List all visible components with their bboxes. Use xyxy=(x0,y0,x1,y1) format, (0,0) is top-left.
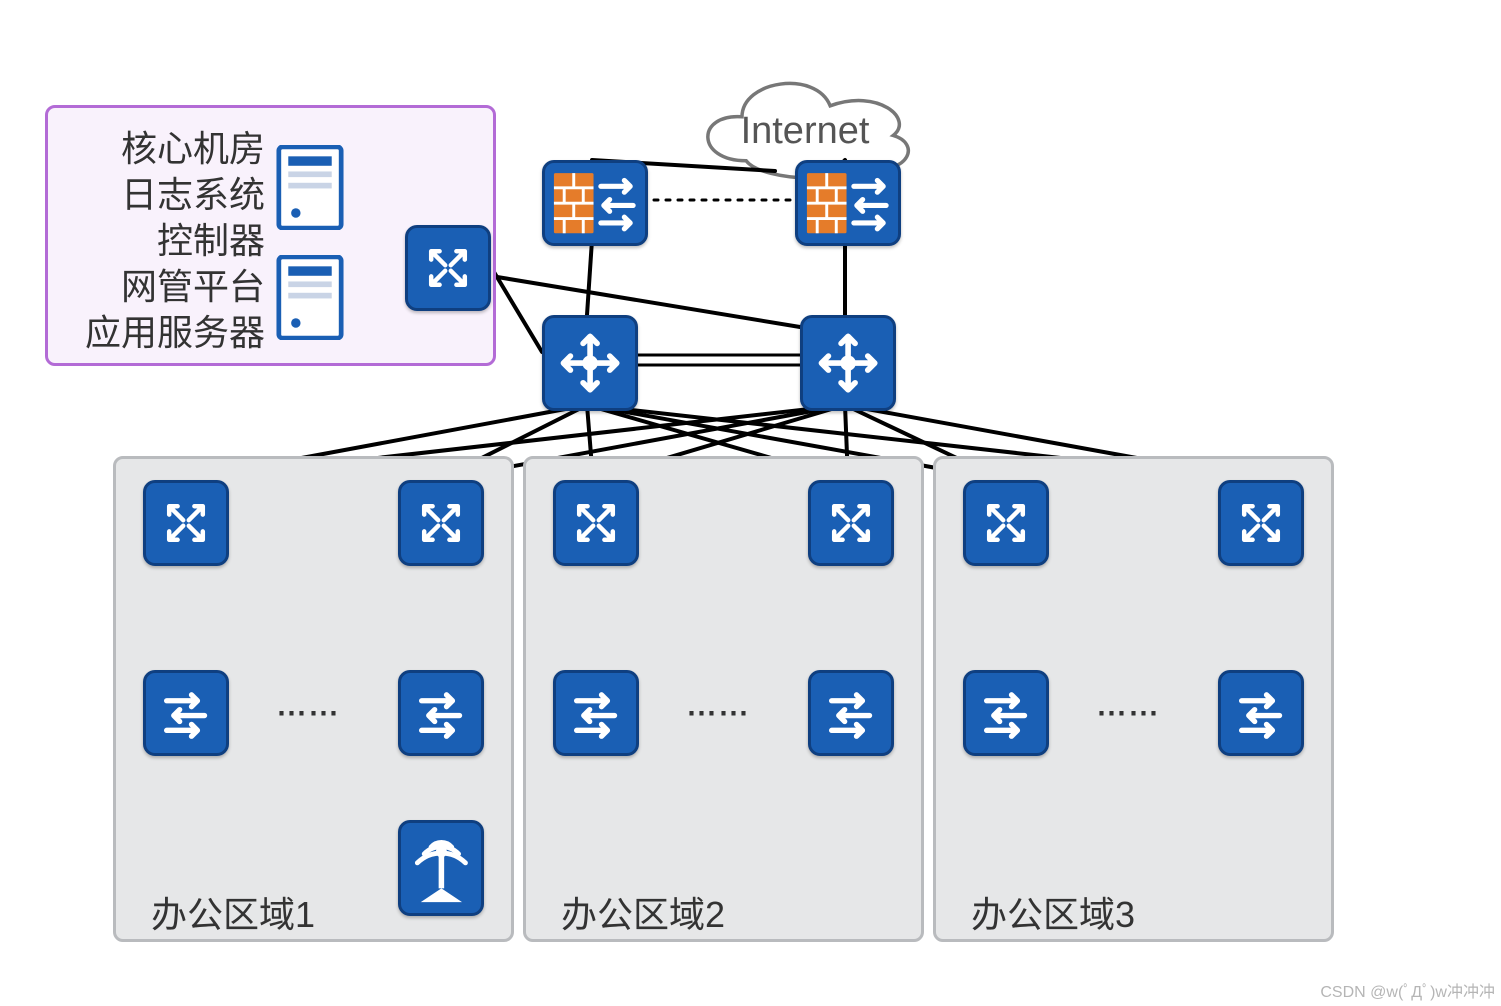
ellipsis: ⋯⋯ xyxy=(687,696,751,731)
core-room-label: 控制器 xyxy=(157,212,265,264)
server-icon xyxy=(275,145,345,230)
wireless-ap-icon xyxy=(398,820,484,916)
svg-text:Internet: Internet xyxy=(741,110,870,152)
watermark: CSDN @w(ﾟДﾟ)w冲冲冲 xyxy=(1320,978,1495,1002)
access-switch-icon xyxy=(963,670,1049,756)
access-switch-icon xyxy=(1218,670,1304,756)
aggregation-switch-icon xyxy=(553,480,639,566)
aggregation-switch-icon xyxy=(143,480,229,566)
aggregation-switch-icon xyxy=(963,480,1049,566)
zone-label: 办公区域3 xyxy=(971,886,1135,938)
router-icon xyxy=(542,315,638,411)
aggregation-switch-icon xyxy=(808,480,894,566)
aggregation-switch-icon xyxy=(398,480,484,566)
access-switch-icon xyxy=(553,670,639,756)
core-room-label: 应用服务器 xyxy=(85,304,265,356)
access-switch-icon xyxy=(808,670,894,756)
router-icon xyxy=(800,315,896,411)
ellipsis: ⋯⋯ xyxy=(1097,696,1161,731)
zone-label: 办公区域1 xyxy=(151,886,315,938)
core-room-label: 网管平台 xyxy=(121,258,265,310)
core-room-label: 核心机房 xyxy=(121,120,265,172)
aggregation-switch-icon xyxy=(1218,480,1304,566)
firewall-icon xyxy=(795,160,901,246)
core-room-label: 日志系统 xyxy=(121,166,265,218)
ellipsis: ⋯⋯ xyxy=(277,696,341,731)
server-icon xyxy=(275,255,345,340)
access-switch-icon xyxy=(398,670,484,756)
firewall-icon xyxy=(542,160,648,246)
access-switch-icon xyxy=(143,670,229,756)
zone-label: 办公区域2 xyxy=(561,886,725,938)
diagram-canvas: Internet CSDN @w(ﾟДﾟ)w冲冲冲 核心机房日志系统控制器网管平… xyxy=(0,0,1501,1006)
core-switch-icon xyxy=(405,225,491,311)
